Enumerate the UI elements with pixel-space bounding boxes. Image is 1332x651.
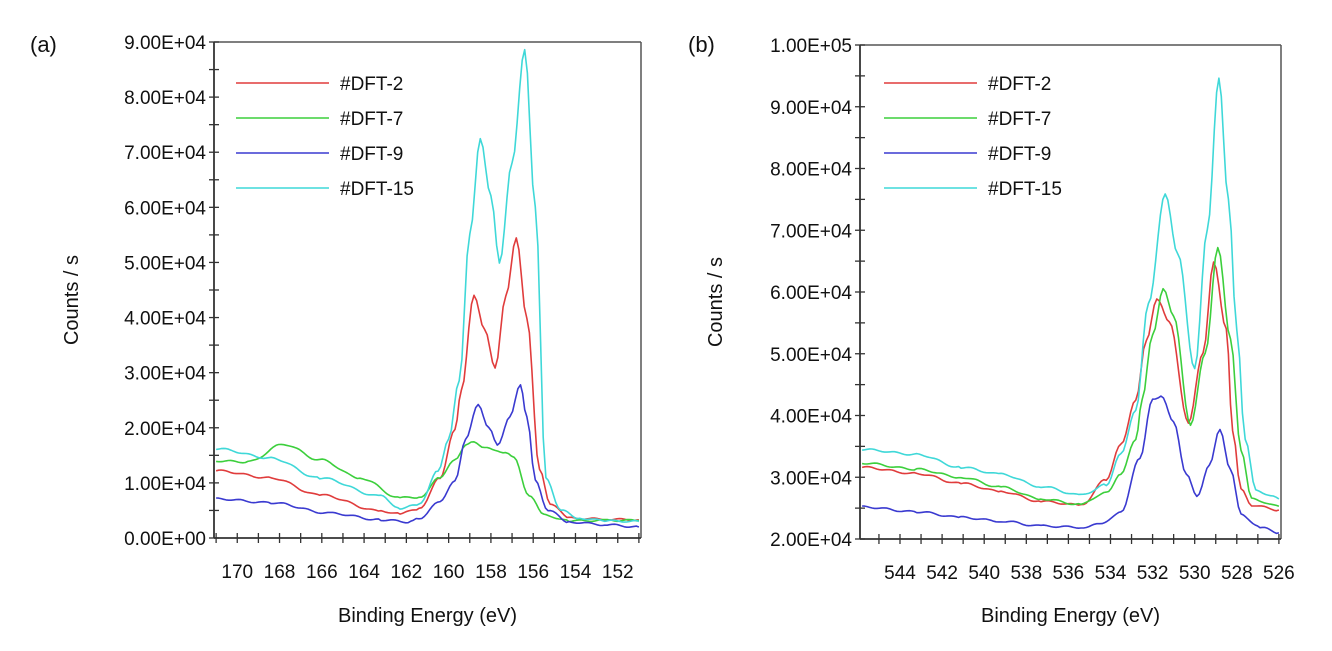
- x-tick-label: 164: [348, 562, 380, 583]
- x-tick-label: 168: [264, 562, 296, 583]
- y-tick-label: 9.00E+04: [770, 98, 852, 119]
- legend-label: #DFT-7: [988, 109, 1051, 130]
- y-axis-title: Counts / s: [705, 257, 727, 347]
- series-line-dft-7: [216, 441, 640, 523]
- panel-label: (a): [30, 32, 57, 57]
- y-tick-label: 1.00E+05: [770, 36, 852, 57]
- x-tick-label: 152: [602, 562, 634, 583]
- panel-a: (a) 0.00E+00 1.00E+04 2.00E+04 3.00E+04 4.00E…: [30, 32, 642, 627]
- x-tick-label: 536: [1053, 563, 1085, 584]
- x-tick-label: 534: [1095, 563, 1127, 584]
- x-tick-label: 542: [926, 563, 958, 584]
- series-line-dft-15: [215, 48, 640, 523]
- x-tick-label: 156: [517, 562, 549, 583]
- series-line-dft-9: [216, 384, 640, 528]
- y-tick-label: 9.00E+04: [124, 33, 206, 54]
- y-tick-label: 2.00E+04: [770, 530, 852, 551]
- x-tick-label: 162: [391, 562, 423, 583]
- y-tick-label: 1.00E+04: [124, 474, 206, 495]
- y-tick-label: 7.00E+04: [770, 221, 852, 242]
- y-tick-label: 3.00E+04: [124, 364, 206, 385]
- x-tick-label: 540: [968, 563, 1000, 584]
- y-tick-label: 6.00E+04: [770, 283, 852, 304]
- legend-label: #DFT-15: [988, 179, 1062, 200]
- x-tick-label: 160: [433, 562, 465, 583]
- x-tick-label: 532: [1137, 563, 1169, 584]
- y-tick-label: 4.00E+04: [770, 407, 852, 428]
- y-tick-label: 4.00E+04: [124, 309, 206, 330]
- x-tick-label: 538: [1010, 563, 1042, 584]
- legend: #DFT-2 #DFT-7 #DFT-9 #DFT-15: [884, 74, 1062, 200]
- x-tick-label: 154: [560, 562, 592, 583]
- x-axis-title: Binding Energy (eV): [981, 605, 1160, 627]
- y-tick-label: 6.00E+04: [124, 198, 206, 219]
- y-tick-label: 8.00E+04: [124, 88, 206, 109]
- panel-b: (b) 2.00E+04 3.00E+04 4.00E+04 5.00E+04 6.00E…: [688, 32, 1295, 627]
- series-group: [215, 48, 640, 528]
- y-tick-label: 5.00E+04: [124, 253, 206, 274]
- x-tick-label: 544: [884, 563, 916, 584]
- legend-label: #DFT-15: [340, 179, 414, 200]
- legend-label: #DFT-9: [988, 144, 1051, 165]
- y-tick-label: 8.00E+04: [770, 160, 852, 181]
- x-tick-label: 158: [475, 562, 507, 583]
- panel-label: (b): [688, 32, 715, 57]
- series-group: [861, 77, 1280, 535]
- x-tick-label: 166: [306, 562, 338, 583]
- x-tick-label: 528: [1221, 563, 1253, 584]
- x-tick-label: 170: [221, 562, 253, 583]
- x-tick-label: 526: [1263, 563, 1295, 584]
- series-line-dft-2: [215, 237, 639, 522]
- y-tick-label: 0.00E+00: [124, 529, 206, 550]
- y-axis-title: Counts / s: [61, 255, 83, 345]
- y-tick-label: 5.00E+04: [770, 345, 852, 366]
- legend-label: #DFT-7: [340, 109, 403, 130]
- x-axis-title: Binding Energy (eV): [338, 605, 517, 627]
- series-line-dft-7: [861, 246, 1280, 508]
- x-tick-label: 530: [1179, 563, 1211, 584]
- legend-label: #DFT-2: [340, 74, 403, 95]
- legend: #DFT-2 #DFT-7 #DFT-9 #DFT-15: [236, 74, 414, 200]
- series-line-dft-2: [861, 261, 1280, 512]
- legend-label: #DFT-2: [988, 74, 1051, 95]
- series-line-dft-9: [862, 395, 1280, 535]
- series-line-dft-15: [861, 77, 1280, 500]
- legend-label: #DFT-9: [340, 144, 403, 165]
- y-tick-label: 7.00E+04: [124, 143, 206, 164]
- y-tick-label: 2.00E+04: [124, 419, 206, 440]
- y-tick-label: 3.00E+04: [770, 468, 852, 489]
